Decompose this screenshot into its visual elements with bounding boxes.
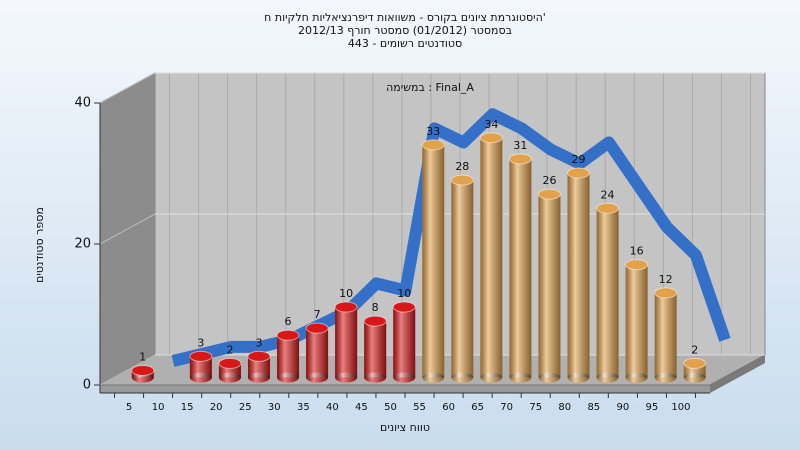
x-tick-label: 55	[413, 402, 426, 413]
annotation: במשימה : Final_A	[386, 81, 474, 94]
bar-shade	[422, 144, 445, 378]
grid-line	[99, 72, 156, 104]
value-label: 10	[339, 287, 353, 300]
value-label: 26	[542, 174, 556, 187]
x-tick-label: 85	[587, 402, 600, 413]
value-label: 6	[285, 315, 292, 328]
y-tick-label: 40	[74, 96, 91, 111]
x-tick-label: 5	[126, 402, 132, 413]
x-axis-label: טווח ציונים	[380, 421, 430, 434]
value-label: 2	[691, 343, 698, 356]
bar-top	[508, 153, 532, 165]
y-axis-label: מספר סטודנטים	[33, 207, 46, 283]
bar-shade	[625, 264, 648, 378]
bar-shade	[567, 173, 590, 378]
bar-top	[247, 350, 271, 362]
x-tick-label: 25	[239, 402, 252, 413]
x-tick-label: 50	[384, 402, 397, 413]
bar-shade	[189, 356, 212, 378]
value-label: 34	[484, 118, 498, 131]
value-label: 8	[372, 301, 379, 314]
bar-shade	[393, 307, 416, 378]
value-label: 2	[226, 343, 233, 356]
bar-top	[625, 259, 649, 271]
bar-shade	[596, 208, 619, 378]
bar-shade	[509, 158, 532, 378]
value-label: 1	[139, 350, 146, 363]
bar-shade	[306, 328, 329, 378]
x-tick-label: 90	[616, 402, 629, 413]
bar-top	[334, 301, 358, 313]
value-label: 16	[630, 245, 644, 258]
value-label: 33	[426, 125, 440, 138]
value-label: 3	[197, 336, 204, 349]
value-label: 10	[397, 287, 411, 300]
bar-shade	[247, 356, 270, 378]
x-tick-label: 95	[646, 402, 659, 413]
value-label: 31	[513, 139, 527, 152]
grid-line	[99, 213, 156, 245]
bar-top	[218, 357, 242, 369]
bar-shade	[364, 321, 387, 378]
bar-shade	[480, 137, 503, 378]
x-tick-label: 15	[181, 402, 194, 413]
bar-top	[392, 301, 416, 313]
x-tick-label: 80	[558, 402, 571, 413]
bar-shade	[335, 307, 358, 378]
bar-top	[596, 202, 620, 214]
x-tick-label: 10	[152, 402, 165, 413]
title-line: סטודנטים רשומים - 443	[348, 37, 462, 50]
bar-top	[305, 322, 329, 334]
y-tick-label: 0	[83, 378, 91, 393]
value-label: 29	[572, 153, 586, 166]
floor-base	[100, 385, 710, 393]
trend-line	[171, 108, 731, 367]
x-tick-label: 65	[471, 402, 484, 413]
bar-shade	[277, 335, 300, 378]
bar-top	[276, 329, 300, 341]
value-label: 28	[455, 160, 469, 173]
bar-top	[421, 139, 445, 151]
bar-top	[479, 132, 503, 144]
title-line: בסמסטר (01/2012) סמסטר חורף 2012/13	[298, 24, 512, 37]
value-label: 7	[314, 308, 321, 321]
x-tick-label: 40	[326, 402, 339, 413]
value-label: 24	[601, 188, 615, 201]
x-tick-label: 30	[268, 402, 281, 413]
floor-base-side	[710, 355, 765, 393]
bar-top	[683, 357, 707, 369]
value-label: 12	[659, 273, 673, 286]
x-tick-label: 35	[297, 402, 310, 413]
plot: 0 20 40 במשימה : Final_A 5 1 10 15 3 20 2 25 3 30 6 35 7…	[74, 72, 766, 413]
bar-top	[189, 350, 213, 362]
bar-shade	[538, 194, 561, 378]
x-tick-label: 45	[355, 402, 368, 413]
x-tick-label: 60	[442, 402, 455, 413]
bar-shade	[451, 180, 474, 378]
title-line: היסטוגרמת ציונים בקורס - משוואות דיפרנצי…	[264, 11, 546, 24]
x-tick-label: 70	[500, 402, 513, 413]
value-label: 3	[255, 336, 262, 349]
bar-top	[537, 188, 561, 200]
bar-top	[131, 364, 155, 376]
x-tick-label: 75	[529, 402, 542, 413]
x-tick-label: 20	[210, 402, 223, 413]
y-tick-label: 20	[74, 237, 91, 252]
bar-top	[450, 174, 474, 186]
bar-top	[363, 315, 387, 327]
bar-top	[654, 287, 678, 299]
x-tick-label: 100	[671, 402, 690, 413]
bar-shade	[654, 292, 677, 378]
grid-line	[99, 354, 156, 386]
bar-top	[567, 167, 591, 179]
